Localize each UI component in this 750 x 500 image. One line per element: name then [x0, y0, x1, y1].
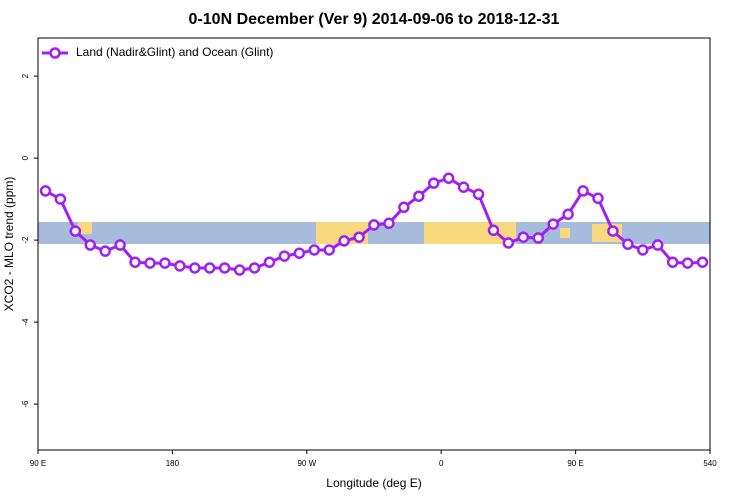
y-tick-label: -2	[21, 236, 30, 244]
data-point	[427, 177, 440, 189]
data-point	[517, 231, 530, 243]
data-point	[263, 256, 276, 268]
x-tick-label: 0	[439, 459, 444, 468]
x-tick-label: 90 E	[567, 459, 583, 468]
data-point	[129, 256, 141, 268]
data-point	[218, 262, 231, 274]
y-tick-label: 0	[21, 155, 30, 160]
legend: Land (Nadir&Glint) and Ocean (Glint)	[42, 45, 273, 59]
data-point	[293, 247, 306, 259]
data-point	[174, 260, 186, 272]
data-point	[248, 262, 261, 274]
x-tick-label: 180	[166, 459, 180, 468]
data-point	[592, 192, 604, 205]
data-point	[233, 264, 246, 276]
data-point	[413, 190, 425, 202]
data-point	[54, 193, 67, 205]
legend-marker	[49, 47, 61, 59]
data-point	[189, 262, 201, 274]
data-point	[308, 244, 321, 256]
data-point	[203, 262, 216, 274]
data-point	[383, 217, 395, 230]
legend-label: Land (Nadir&Glint) and Ocean (Glint)	[76, 45, 273, 59]
y-axis-label: XCO2 - MLO trend (ppm)	[2, 177, 16, 312]
y-tick-label: 2	[21, 73, 30, 78]
data-point	[622, 238, 634, 250]
data-point	[472, 188, 485, 200]
chart-title: 0-10N December (Ver 9) 2014-09-06 to 201…	[189, 11, 560, 28]
data-point	[114, 239, 126, 251]
data-point	[547, 218, 559, 230]
data-point	[442, 172, 455, 184]
data-point	[577, 185, 589, 197]
x-axis-label: Longitude (deg E)	[326, 476, 421, 490]
data-point	[457, 181, 470, 193]
data-point	[666, 256, 679, 268]
data-point	[398, 201, 410, 214]
data-point	[368, 219, 380, 231]
data-point	[323, 244, 335, 256]
data-point	[144, 257, 156, 269]
data-point	[39, 185, 52, 197]
data-point	[637, 244, 649, 256]
x-tick-label: 540	[703, 459, 717, 468]
x-tick-label: 90 E	[30, 459, 46, 468]
data-point	[696, 256, 709, 268]
y-tick-label: -4	[21, 318, 30, 326]
data-point	[487, 224, 500, 237]
data-point	[607, 225, 619, 237]
data-point	[502, 237, 515, 249]
y-tick-label: -6	[21, 400, 30, 408]
data-point	[69, 225, 82, 237]
data-point	[338, 235, 350, 247]
data-point	[651, 239, 664, 251]
data-point	[532, 232, 545, 244]
data-point	[99, 245, 111, 257]
x-tick-label: 90 W	[297, 459, 316, 468]
data-point	[159, 257, 171, 269]
data-point	[353, 231, 365, 243]
data-point	[562, 208, 574, 221]
data-point	[84, 239, 97, 251]
data-point	[278, 250, 291, 262]
data-point	[681, 257, 694, 269]
plot-frame	[37, 37, 711, 451]
